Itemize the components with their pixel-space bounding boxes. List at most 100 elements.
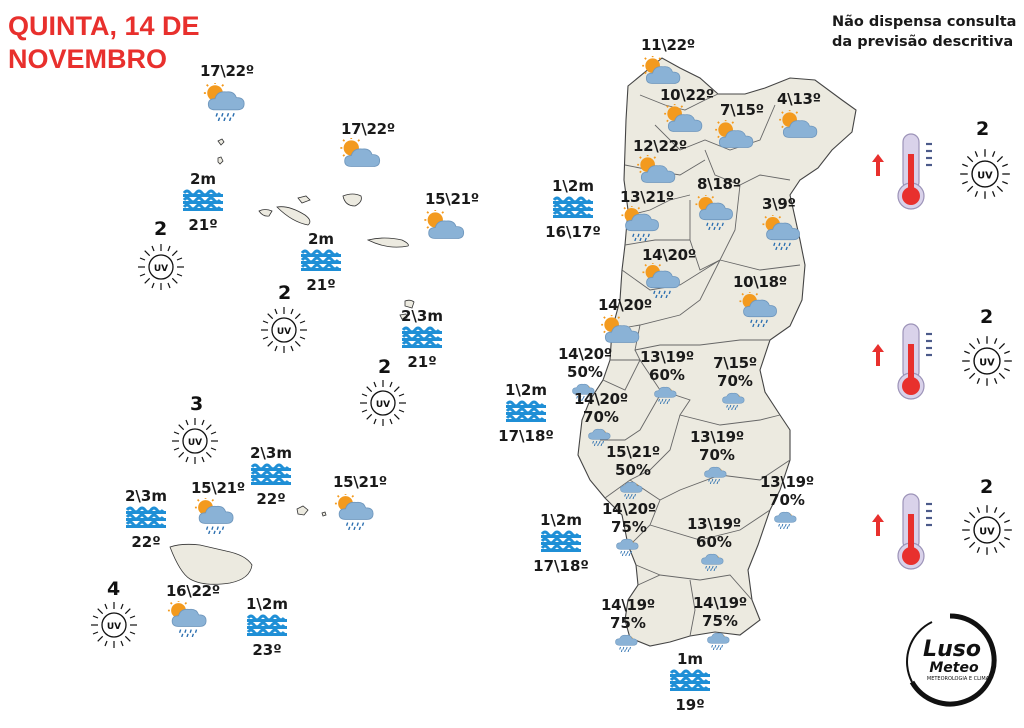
rain-probability: 50%	[567, 363, 603, 381]
rain-forecast: 14\19º 75%	[693, 594, 747, 654]
wave-height: 2m	[307, 230, 335, 248]
forecast-temp: 14\19º	[693, 594, 747, 612]
thermometer-rising-icon	[870, 492, 934, 571]
rain-forecast: 7\15º 70%	[708, 354, 762, 414]
thermometer-rising-icon	[870, 322, 934, 401]
water-temp: 17\18º	[498, 427, 554, 445]
forecast-temp: 14\19º	[601, 596, 655, 614]
forecast-temp: 14\20º	[574, 390, 628, 408]
wave-height: 2\3m	[125, 487, 167, 505]
azores-sea-state: 2m 21º	[301, 230, 341, 294]
uv-index-value: 4	[107, 578, 121, 600]
waves-icon	[126, 506, 166, 529]
sun-cloud-icon	[714, 120, 754, 149]
waves-icon	[301, 249, 341, 272]
water-temp: 22º	[131, 533, 161, 551]
rain-forecast: 14\19º 75%	[601, 596, 655, 656]
rain-cloud-icon	[616, 538, 639, 556]
madeira-forecast-temp: 16\22º	[166, 582, 220, 600]
sun-cloud-icon	[423, 210, 465, 240]
water-temp: 16\17º	[545, 223, 601, 241]
sun-cloud-rain-icon	[167, 601, 207, 637]
water-temp: 21º	[188, 216, 218, 234]
rain-cloud-icon	[722, 392, 745, 410]
rain-cloud-icon	[704, 466, 727, 484]
uv-sun-icon	[959, 148, 1011, 200]
rain-cloud-icon	[707, 632, 730, 650]
mainland-portugal	[577, 57, 857, 647]
rain-cloud-icon	[615, 634, 638, 652]
sun-cloud-icon	[778, 110, 818, 139]
mainland-forecast-temp: 3\9º	[762, 195, 796, 213]
uv-sun-icon	[171, 417, 219, 465]
azores-islands	[217, 138, 415, 320]
page-title: QUINTA, 14 DE NOVEMBRO	[8, 11, 200, 74]
azores-sea-state: 2m 21º	[183, 170, 223, 234]
azores-sea-state: 2\3m 21º	[400, 307, 444, 371]
waves-icon	[506, 400, 546, 423]
uv-index-value: 2	[278, 282, 292, 304]
rain-forecast: 13\19º 60%	[687, 515, 741, 575]
mainland-forecast-temp: 13\21º	[620, 188, 674, 206]
sun-cloud-icon	[339, 138, 381, 168]
uv-sun-icon	[961, 335, 1013, 387]
mainland-sea-state: 1m 19º	[668, 650, 712, 714]
wave-height: 1\2m	[505, 381, 547, 399]
azores-forecast-temp: 15\21º	[425, 190, 479, 208]
rain-forecast: 15\21º 50%	[606, 443, 660, 503]
sun-cloud-rain-icon	[694, 195, 734, 230]
waves-icon	[541, 530, 581, 553]
wave-height: 2m	[189, 170, 217, 188]
rain-forecast: 14\20º 70%	[574, 390, 628, 450]
wave-height: 2\3m	[401, 307, 443, 325]
logo-line1: Luso	[923, 637, 981, 662]
rain-forecast: 13\19º 70%	[760, 473, 814, 533]
water-temp: 23º	[252, 641, 282, 659]
madeira-forecast-temp: 15\21º	[191, 479, 245, 497]
madeira-sea-state: 2\3m 22º	[249, 444, 293, 508]
wave-height: 2\3m	[250, 444, 292, 462]
forecast-temp: 7\15º	[713, 354, 757, 372]
rain-probability: 70%	[699, 446, 735, 464]
rain-forecast: 13\19º 60%	[640, 348, 694, 408]
madeira-sea-state: 1\2m 23º	[245, 595, 289, 659]
mainland-forecast-temp: 14\20º	[598, 296, 652, 314]
mainland-forecast-temp: 4\13º	[777, 90, 821, 108]
forecast-temp: 14\20º	[558, 345, 612, 363]
rain-cloud-icon	[774, 511, 797, 529]
rain-probability: 70%	[769, 491, 805, 509]
forecast-temp: 13\19º	[690, 428, 744, 446]
water-temp: 17\18º	[533, 557, 589, 575]
rain-probability: 50%	[615, 461, 651, 479]
uv-sun-icon	[961, 504, 1013, 556]
sun-cloud-icon	[663, 104, 703, 133]
waves-icon	[183, 189, 223, 212]
forecast-temp: 13\19º	[640, 348, 694, 366]
rain-probability: 70%	[717, 372, 753, 390]
water-temp: 21º	[306, 276, 336, 294]
mainland-forecast-temp: 10\18º	[733, 273, 787, 291]
rain-cloud-icon	[620, 481, 643, 499]
mainland-forecast-temp: 10\22º	[660, 86, 714, 104]
mainland-sea-state: 1\2m 17\18º	[533, 511, 589, 575]
rain-probability: 60%	[696, 533, 732, 551]
azores-forecast-temp: 17\22º	[341, 120, 395, 138]
waves-icon	[553, 196, 593, 219]
uv-index-value: 3	[190, 393, 204, 415]
mainland-forecast-temp: 7\15º	[720, 101, 764, 119]
sun-cloud-rain-icon	[334, 494, 374, 530]
azores-forecast-temp: 17\22º	[200, 62, 254, 80]
forecast-temp: 14\20º	[602, 500, 656, 518]
uv-index-value: 2	[980, 476, 994, 498]
wave-height: 1\2m	[246, 595, 288, 613]
sun-cloud-rain-icon	[761, 215, 801, 250]
mainland-forecast-temp: 14\20º	[642, 246, 696, 264]
sun-cloud-icon	[600, 315, 640, 344]
rain-probability: 70%	[583, 408, 619, 426]
rain-probability: 60%	[649, 366, 685, 384]
madeira-forecast-temp: 15\21º	[333, 473, 387, 491]
wave-height: 1\2m	[540, 511, 582, 529]
rain-cloud-icon	[701, 553, 724, 571]
waves-icon	[402, 326, 442, 349]
mainland-forecast-temp: 12\22º	[633, 137, 687, 155]
